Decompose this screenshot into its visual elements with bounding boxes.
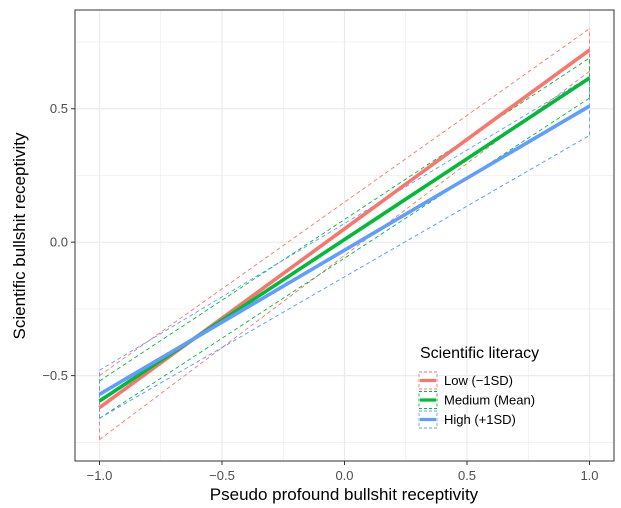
series-layer (98, 28, 591, 441)
x-axis-title: Pseudo profound bullshit receptivity (210, 485, 479, 504)
y-tick-label: −0.5 (42, 368, 68, 383)
legend-label: High (+1SD) (444, 412, 516, 427)
x-tick-label: 1.0 (580, 468, 598, 483)
series-line (98, 104, 591, 396)
x-tick-label: −0.5 (209, 468, 235, 483)
y-axis: −0.5 0.0 0.5 (42, 101, 75, 383)
legend-items: Low (−1SD) Medium (Mean) High (+1SD) (418, 371, 535, 429)
y-axis-title: Scientific bullshit receptivity (10, 132, 29, 339)
legend-label: Low (−1SD) (444, 373, 513, 388)
ci-upper-line (99, 28, 590, 376)
x-tick-label: −1.0 (87, 468, 113, 483)
major-gridlines (75, 10, 614, 461)
x-tick-label: 0.5 (458, 468, 476, 483)
y-tick-label: 0.5 (50, 101, 68, 116)
ci-upper-line (99, 76, 590, 371)
legend: Scientific literacy Low (−1SD) Medium (Me… (418, 345, 539, 429)
ci-lower-line (99, 135, 590, 419)
legend-label: Medium (Mean) (444, 393, 535, 408)
y-tick-label: 0.0 (50, 235, 68, 250)
legend-title: Scientific literacy (420, 345, 539, 362)
x-tick-label: 0.0 (335, 468, 353, 483)
x-axis: −1.0 −0.5 0.0 0.5 1.0 (87, 461, 599, 483)
